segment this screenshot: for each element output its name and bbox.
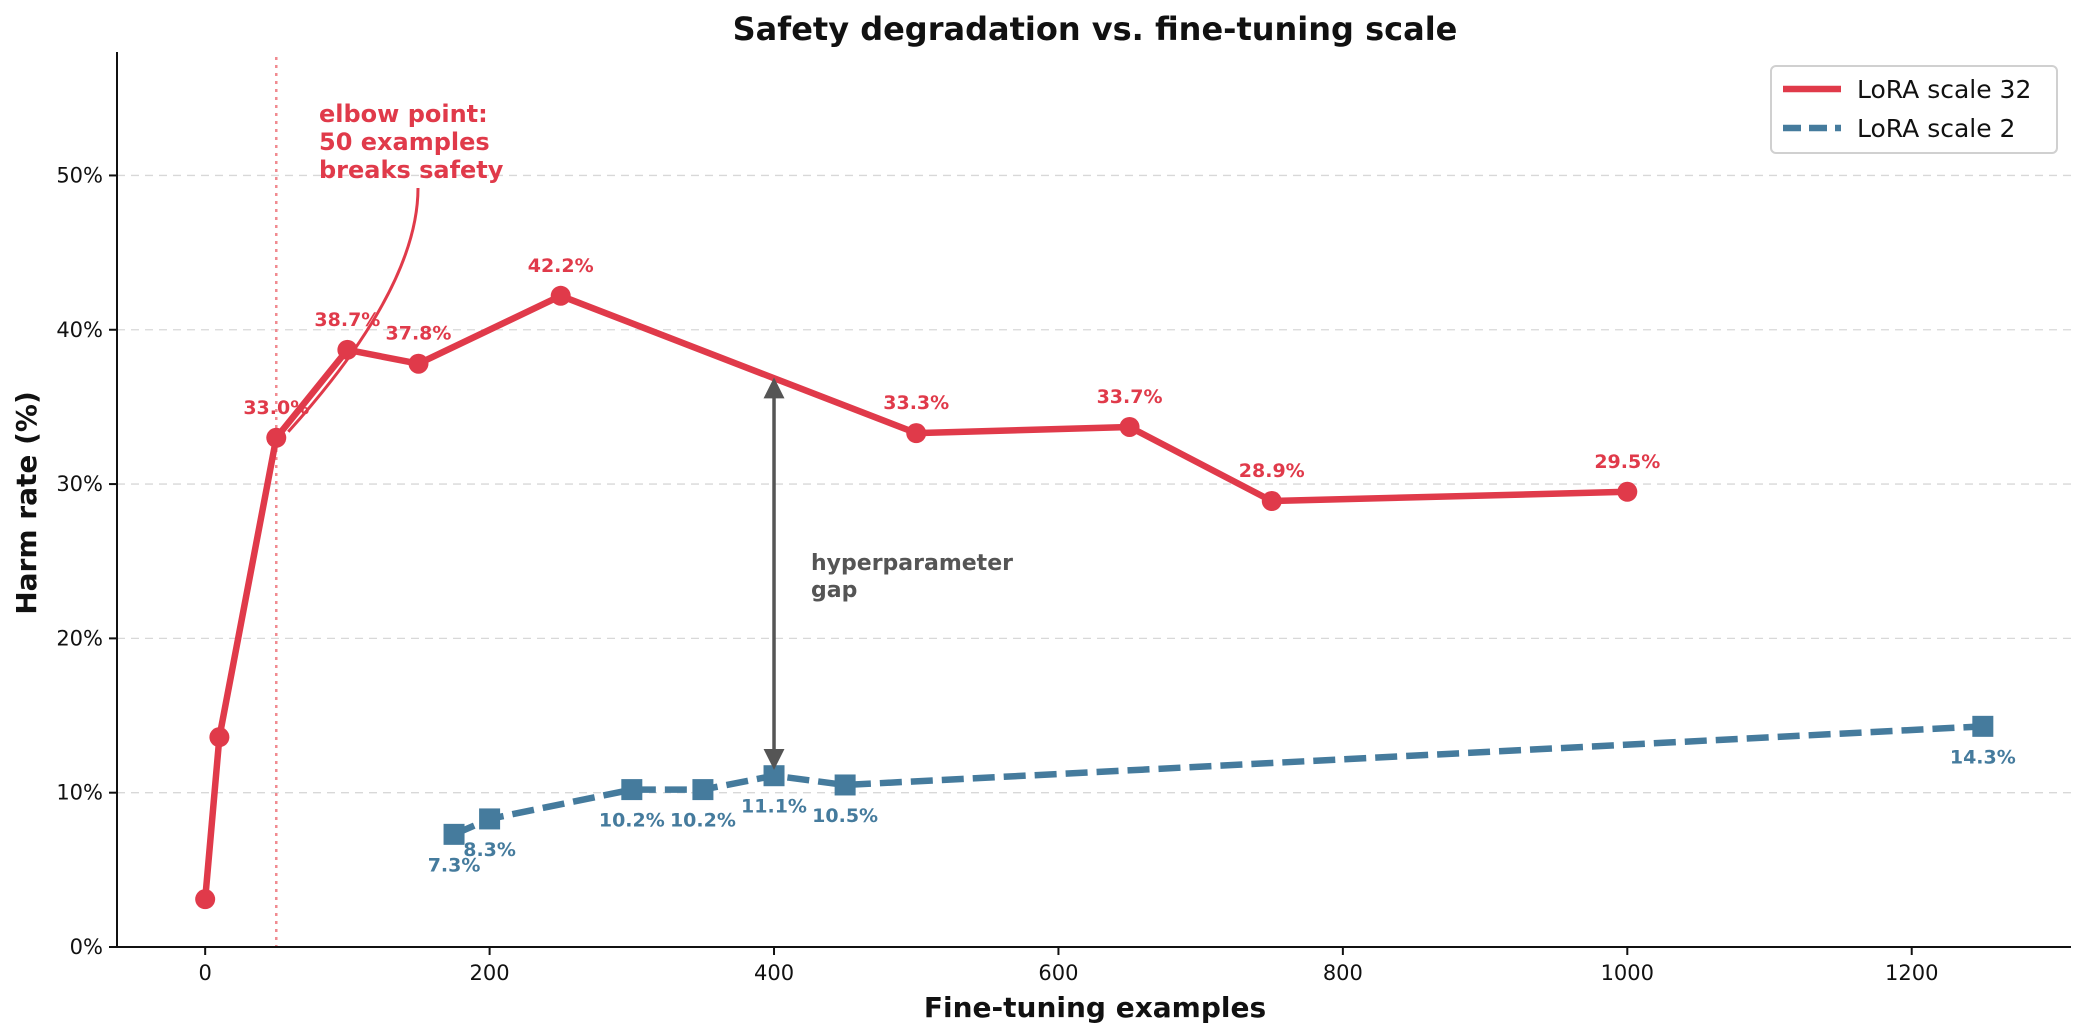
elbow-annotation-text: elbow point: [319,100,488,128]
data-label: 28.9% [1239,460,1305,482]
y-tick-label: 0% [70,935,103,959]
data-label: 14.3% [1950,746,2016,768]
data-point [209,727,230,748]
data-point [195,889,216,910]
gap-annotation-text: hyperparameter [811,551,1013,576]
elbow-annotation-text: 50 examples [319,128,490,156]
x-tick-label: 800 [1323,961,1363,985]
data-point [834,774,856,796]
data-labels-layer: 33.0% 38.7% 37.8% 42.2% 33.3% 33.7% 28.9% 29.5%… [243,255,2015,877]
series-layer [195,285,1994,910]
elbow-annotation-arrow [287,187,420,433]
x-tick-label: 0 [198,961,211,985]
data-label: 42.2% [528,255,594,277]
x-axis-label: Fine-tuning examples [924,991,1266,1024]
x-tick-label: 1000 [1601,961,1654,985]
y-axis-label: Harm rate (%) [10,391,43,615]
data-point [408,353,429,374]
axes [116,52,2071,948]
data-label: 38.7% [314,309,380,331]
gap-annotation-text: gap [811,578,857,603]
data-label: 10.2% [599,810,665,832]
data-label: 7.3% [428,854,481,876]
data-point [621,779,643,801]
legend: LoRA scale 32 LoRA scale 2 [1770,65,2058,154]
data-point [1617,481,1638,502]
data-label: 33.3% [883,392,949,414]
legend-label: LoRA scale 2 [1857,114,2015,143]
elbow-annotation-text: breaks safety [319,156,504,184]
data-label: 37.8% [386,323,452,345]
legend-label: LoRA scale 32 [1857,75,2031,104]
data-point [550,285,571,306]
grid [117,174,2071,794]
y-tick-label: 50% [56,163,103,187]
x-tick-label: 400 [754,961,794,985]
chart-title: Safety degradation vs. fine-tuning scale [733,10,1458,48]
data-point [1261,491,1282,512]
data-label: 29.5% [1594,451,1660,473]
x-tick-label: 200 [470,961,510,985]
data-point [763,765,785,787]
data-label: 8.3% [463,839,516,861]
data-label: 33.7% [1097,386,1163,408]
data-label: 11.1% [741,796,807,818]
data-point [479,808,501,830]
data-point [692,779,714,801]
data-point [266,427,287,448]
legend-box [1770,65,2058,154]
series-line-0 [201,292,1631,903]
y-tick-label: 40% [56,318,103,342]
ticks: 0% 10% 20% 30% 40% 50% 0 200 400 600 800 1000 1200 [56,163,1938,985]
y-tick-label: 10% [56,781,103,805]
data-point [443,823,465,845]
data-point [906,423,927,444]
x-tick-label: 1200 [1885,961,1938,985]
y-tick-label: 20% [56,626,103,650]
data-point [1972,715,1994,737]
data-label: 33.0% [243,397,309,419]
x-tick-label: 600 [1038,961,1078,985]
y-tick-label: 30% [56,472,103,496]
data-label: 10.2% [670,810,736,832]
data-label: 10.5% [812,805,878,827]
data-point [1119,416,1140,437]
